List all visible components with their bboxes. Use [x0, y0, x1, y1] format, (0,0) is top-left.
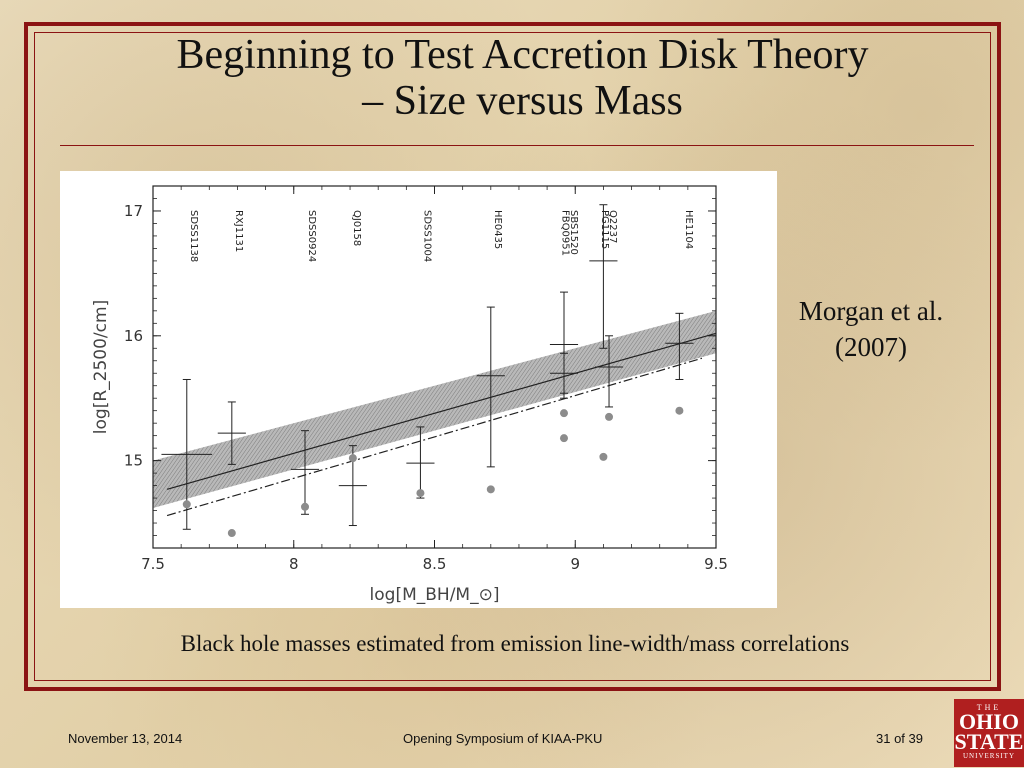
- object-label: HE0435: [492, 210, 503, 249]
- object-label: RXJ1131: [233, 210, 244, 252]
- object-label: QJ0158: [351, 210, 362, 246]
- data-point: [605, 412, 614, 421]
- object-label: SBS1520: [568, 210, 579, 255]
- logo-line-3: STATE: [954, 729, 1024, 754]
- x-tick-label: 8.5: [423, 555, 447, 573]
- object-label: FBQ0951: [559, 210, 570, 256]
- data-point: [416, 489, 425, 498]
- logo-line-4: UNIVERSITY: [963, 752, 1015, 760]
- data-point: [559, 409, 568, 418]
- footer-event: Opening Symposium of KIAA-PKU: [403, 731, 603, 746]
- logo-line-2: OHIO: [959, 709, 1019, 734]
- object-label: HE1104: [683, 210, 694, 249]
- y-axis-label: log[R_2500/cm]: [91, 300, 111, 434]
- x-tick-label: 9.5: [704, 555, 728, 573]
- y-tick-label: 16: [124, 327, 143, 345]
- slide-inner-frame: [34, 32, 991, 681]
- data-point: [301, 502, 310, 511]
- footer-date: November 13, 2014: [68, 731, 183, 746]
- slide-outer-frame: [24, 22, 1001, 691]
- footer-page-number: 31 of 39: [876, 731, 923, 746]
- data-point: [182, 500, 191, 509]
- title-divider: [60, 145, 974, 146]
- y-tick-label: 17: [124, 202, 143, 220]
- data-point: [348, 454, 357, 463]
- data-point: [599, 452, 608, 461]
- fit-line: [166, 332, 717, 490]
- ohio-state-logo: THE OHIO STATE UNIVERSITY: [954, 699, 1024, 767]
- object-label: Q2237: [607, 210, 618, 243]
- x-axis-label: log[M_BH/M_⊙]: [370, 585, 500, 605]
- data-point: [227, 529, 236, 538]
- size-vs-mass-chart: 7.5 8 8.5 9 9.5 15 16 17 log[M_BH/M_⊙] log[R_2500…: [91, 185, 728, 605]
- x-tick-label: 9: [570, 555, 580, 573]
- slide-caption: Black hole masses estimated from emissio…: [180, 631, 850, 656]
- data-point: [559, 434, 568, 443]
- y-tick-label: 15: [124, 452, 143, 470]
- uncertainty-band: [153, 310, 716, 509]
- slide-title: Beginning to Test Accretion Disk Theory …: [60, 32, 985, 124]
- attribution-year: (2007): [835, 332, 907, 362]
- object-label: SDSS0924: [306, 210, 317, 262]
- object-label: PG1115: [599, 210, 610, 249]
- attribution-authors: Morgan et al.: [798, 296, 944, 326]
- data-point: [486, 485, 495, 494]
- logo-line-1: THE: [976, 703, 1002, 712]
- theory-line: [166, 357, 703, 517]
- data-point: [675, 406, 684, 415]
- attribution: Morgan et al. (2007): [778, 293, 964, 365]
- x-tick-label: 8: [289, 555, 299, 573]
- plot-panel: 7.5 8 8.5 9 9.5 15 16 17 log[M_BH/M_⊙] log[R_2500…: [60, 171, 777, 608]
- object-label: SDSS1138: [188, 210, 199, 262]
- object-label: SDSS1004: [421, 210, 432, 262]
- title-line-1: Beginning to Test Accretion Disk Theory: [176, 32, 869, 78]
- title-line-2: – Size versus Mass: [362, 78, 683, 124]
- x-tick-label: 7.5: [141, 555, 165, 573]
